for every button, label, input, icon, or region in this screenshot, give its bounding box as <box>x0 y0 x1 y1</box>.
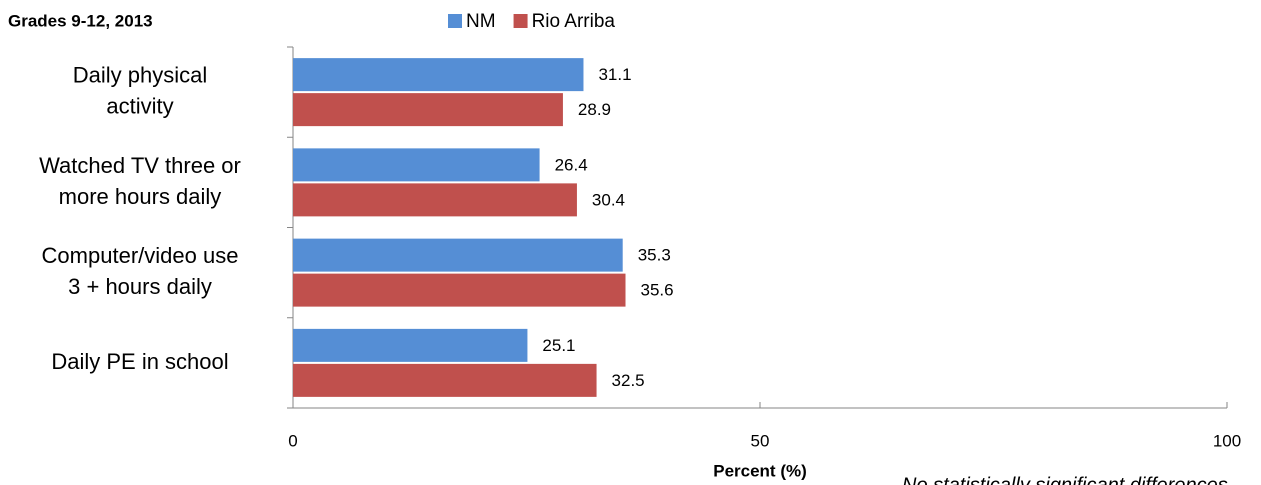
data-label: 35.6 <box>641 281 674 300</box>
x-tick-label: 50 <box>751 431 770 450</box>
legend-label: NM <box>466 11 496 32</box>
legend-label: Rio Arriba <box>532 11 616 32</box>
data-label: 26.4 <box>555 155 588 174</box>
legend-swatch <box>448 14 462 28</box>
data-label: 32.5 <box>612 371 645 390</box>
data-label: 35.3 <box>638 246 671 265</box>
note: No statistically significant differences <box>902 474 1228 485</box>
y-tick-label: Daily physical activity <box>73 62 208 118</box>
chart-subtitle: Grades 9-12, 2013 <box>8 11 153 30</box>
y-tick-label: Watched TV three or more hours daily <box>39 153 241 209</box>
bar <box>293 93 563 127</box>
y-tick-label: Computer/video use 3 + hours daily <box>42 243 239 299</box>
bar <box>293 148 540 182</box>
data-label: 31.1 <box>598 65 631 84</box>
data-label: 25.1 <box>542 336 575 355</box>
x-tick-label: 100 <box>1213 431 1241 450</box>
x-tick-label: 0 <box>288 431 297 450</box>
bar <box>293 183 577 217</box>
bar <box>293 328 528 362</box>
bar <box>293 273 626 307</box>
data-label: 28.9 <box>578 100 611 119</box>
bar <box>293 58 584 92</box>
y-tick-label: Daily PE in school <box>51 349 228 374</box>
data-label: 30.4 <box>592 190 625 209</box>
bar <box>293 238 623 272</box>
legend-swatch <box>513 14 528 28</box>
bar <box>293 363 597 397</box>
x-axis-label: Percent (%) <box>713 461 807 480</box>
